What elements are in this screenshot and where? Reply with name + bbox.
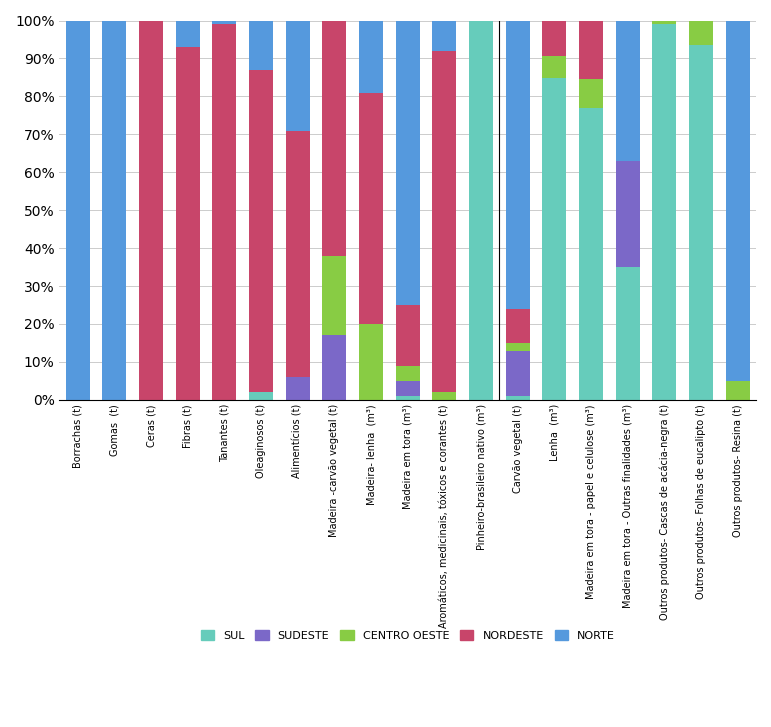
Bar (506, 343, 530, 350)
Bar (322, 20, 346, 256)
Bar (176, 47, 200, 400)
Bar (652, 24, 676, 400)
Bar (652, 20, 676, 24)
Bar (616, 20, 640, 161)
Bar (396, 381, 419, 396)
Bar (433, 20, 456, 51)
Bar (176, 20, 200, 47)
Bar (359, 20, 383, 92)
Bar (103, 20, 126, 400)
Bar (66, 20, 89, 400)
Bar (689, 45, 713, 400)
Bar (579, 20, 603, 79)
Bar (506, 350, 530, 396)
Bar (433, 51, 456, 393)
Bar (616, 267, 640, 400)
Bar (396, 305, 419, 366)
Bar (249, 70, 273, 393)
Bar (359, 324, 383, 400)
Bar (579, 108, 603, 400)
Bar (689, 20, 713, 45)
Bar (322, 256, 346, 335)
Bar (249, 393, 273, 400)
Bar (726, 381, 749, 400)
Bar (543, 56, 566, 79)
Bar (359, 92, 383, 324)
Bar (433, 393, 456, 400)
Bar (543, 79, 566, 400)
Bar (249, 20, 273, 70)
Bar (469, 20, 493, 400)
Bar (506, 309, 530, 343)
Bar (396, 20, 419, 305)
Bar (726, 20, 749, 381)
Bar (396, 366, 419, 381)
Bar (616, 161, 640, 267)
Bar (286, 20, 310, 131)
Bar (213, 24, 236, 400)
Bar (543, 20, 566, 56)
Bar (506, 396, 530, 400)
Bar (322, 335, 346, 400)
Bar (139, 20, 163, 400)
Bar (579, 79, 603, 108)
Legend: SUL, SUDESTE, CENTRO OESTE, NORDESTE, NORTE: SUL, SUDESTE, CENTRO OESTE, NORDESTE, NO… (196, 625, 619, 645)
Bar (506, 20, 530, 309)
Bar (396, 396, 419, 400)
Bar (286, 131, 310, 377)
Bar (286, 377, 310, 400)
Bar (213, 20, 236, 24)
